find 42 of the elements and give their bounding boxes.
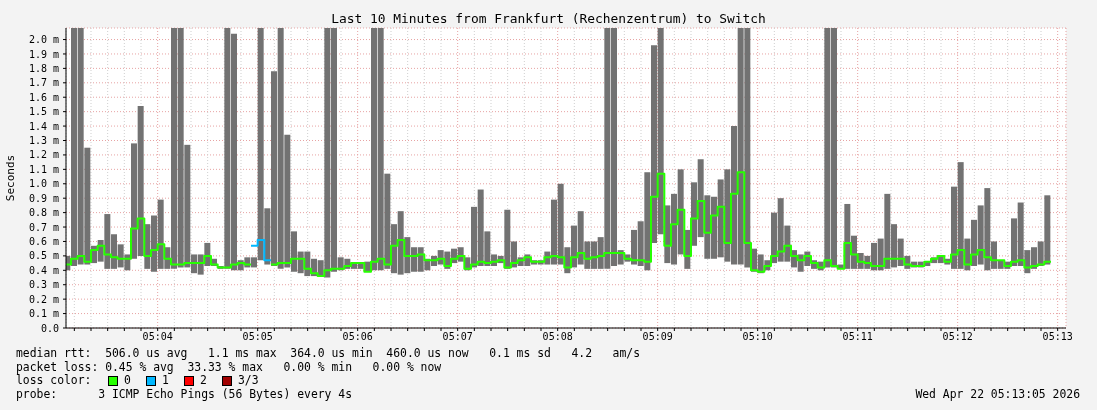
x-tick-label: 05:13 [1042, 331, 1073, 343]
text: probe: 3 ICMP Echo Pings (56 Bytes) every 4s [16, 386, 353, 402]
x-tick-label: 05:08 [542, 331, 573, 343]
x-tick-label: 05:04 [142, 331, 173, 343]
y-tick-label: 1.5 m [28, 106, 59, 118]
x-tick-label: 05:05 [242, 331, 273, 343]
y-tick-label: 1.1 m [28, 163, 59, 175]
y-tick-label: 1.4 m [28, 120, 59, 132]
y-tick-label: 0.7 m [28, 221, 59, 233]
text: Wed Apr 22 05:13:05 2026 [915, 386, 1080, 402]
y-tick-label: 1.2 m [28, 149, 59, 161]
y-tick-label: 0.5 m [28, 250, 59, 262]
y-tick-label: 1.6 m [28, 91, 59, 103]
y-tick-label: 0.6 m [28, 236, 59, 248]
y-tick-label: 1.7 m [28, 77, 59, 89]
y-tick-label: 1.9 m [28, 48, 59, 60]
y-tick-label: 2.0 m [28, 34, 59, 46]
y-tick-label: 0.4 m [28, 264, 59, 276]
y-tick-label: 0.2 m [28, 293, 59, 305]
x-tick-label: 05:09 [642, 331, 673, 343]
legend-label: 3/3 [238, 373, 259, 388]
legend-title: loss color: [16, 373, 93, 388]
y-tick-label: 0.0 [40, 322, 59, 334]
y-tick-label: 0.1 m [28, 308, 59, 320]
y-tick-label: 0.9 m [28, 192, 59, 204]
x-tick-label: 05:06 [342, 331, 373, 343]
x-tick-label: 05:10 [742, 331, 773, 343]
y-tick-label: 1.3 m [28, 135, 59, 147]
legend-label: 1 [162, 373, 169, 388]
y-tick-label: 1.8 m [28, 62, 59, 74]
y-tick-label: 1.0 m [28, 178, 59, 190]
y-axis-title: Seconds [3, 154, 17, 202]
text: median rtt: 506.0 us avg 1.1 ms max 364.0 us min 460.0 us now 0.1 ms sd 4.2 am/s [16, 346, 642, 361]
chart-title: Last 10 Minutes from Frankfurt (Rechenzentrum) to Switch [330, 11, 767, 26]
x-tick-label: 05:07 [442, 331, 473, 343]
x-tick-label: 05:11 [842, 331, 873, 343]
legend-label: 2 [200, 373, 207, 388]
y-tick-label: 0.3 m [28, 279, 59, 291]
legend-label: 0 [124, 373, 131, 388]
text: packet loss: 0.45 % avg 33.33 % max 0.00 % min 0.00 % now [16, 359, 443, 374]
y-tick-label: 0.8 m [28, 207, 59, 219]
x-tick-label: 05:12 [942, 331, 973, 343]
